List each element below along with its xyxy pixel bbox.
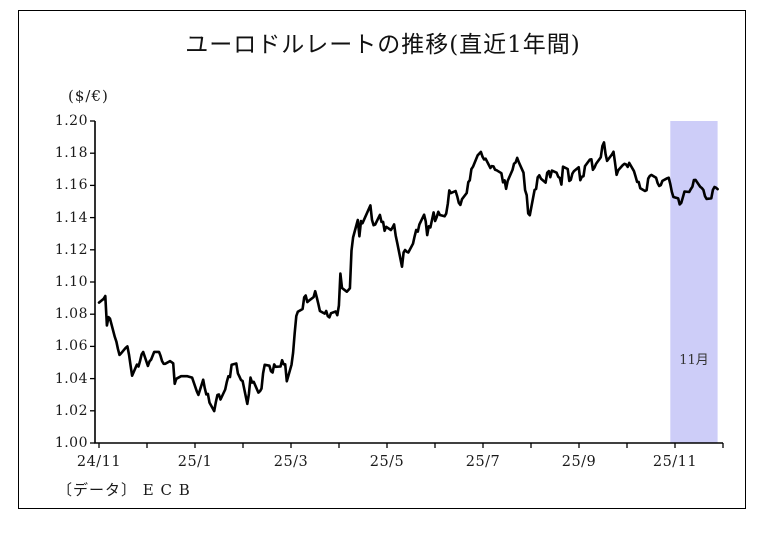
x-axis-tick-label: 25/11 — [652, 454, 698, 470]
x-axis-tick-label: 24/11 — [76, 454, 122, 470]
data-source-note: 〔データ〕 E C B — [57, 481, 191, 499]
y-axis-tick-label: 1.18 — [54, 145, 88, 162]
x-axis-tick-label: 25/3 — [273, 454, 309, 470]
y-axis-tick-label: 1.06 — [54, 338, 88, 355]
y-axis-tick-label: 1.00 — [54, 435, 88, 451]
y-axis-tick-label: 1.08 — [54, 306, 88, 323]
y-axis-tick-label: 1.14 — [54, 209, 88, 226]
y-axis-unit-label: ($/€) — [68, 87, 109, 105]
rate-line-series — [97, 141, 719, 413]
x-axis-tick-label: 25/7 — [465, 454, 501, 470]
x-axis-tick-label: 25/1 — [177, 454, 213, 470]
highlight-band-label: 11月 — [679, 353, 709, 368]
x-axis-tick-label: 25/9 — [561, 454, 597, 470]
y-axis-tick-label: 1.12 — [54, 241, 88, 258]
y-axis-tick-label: 1.02 — [54, 402, 88, 419]
y-axis-tick-label: 1.10 — [54, 274, 88, 290]
figure-frame — [18, 10, 746, 509]
highlight-band — [670, 121, 718, 443]
y-axis-tick-label: 1.20 — [54, 113, 88, 129]
x-axis-tick-label: 25/5 — [369, 454, 405, 470]
y-axis-tick-label: 1.16 — [54, 177, 88, 194]
axes — [90, 120, 724, 448]
y-axis-tick-label: 1.04 — [54, 370, 88, 387]
chart-title: ユーロドルレートの推移(直近1年間) — [185, 32, 581, 58]
